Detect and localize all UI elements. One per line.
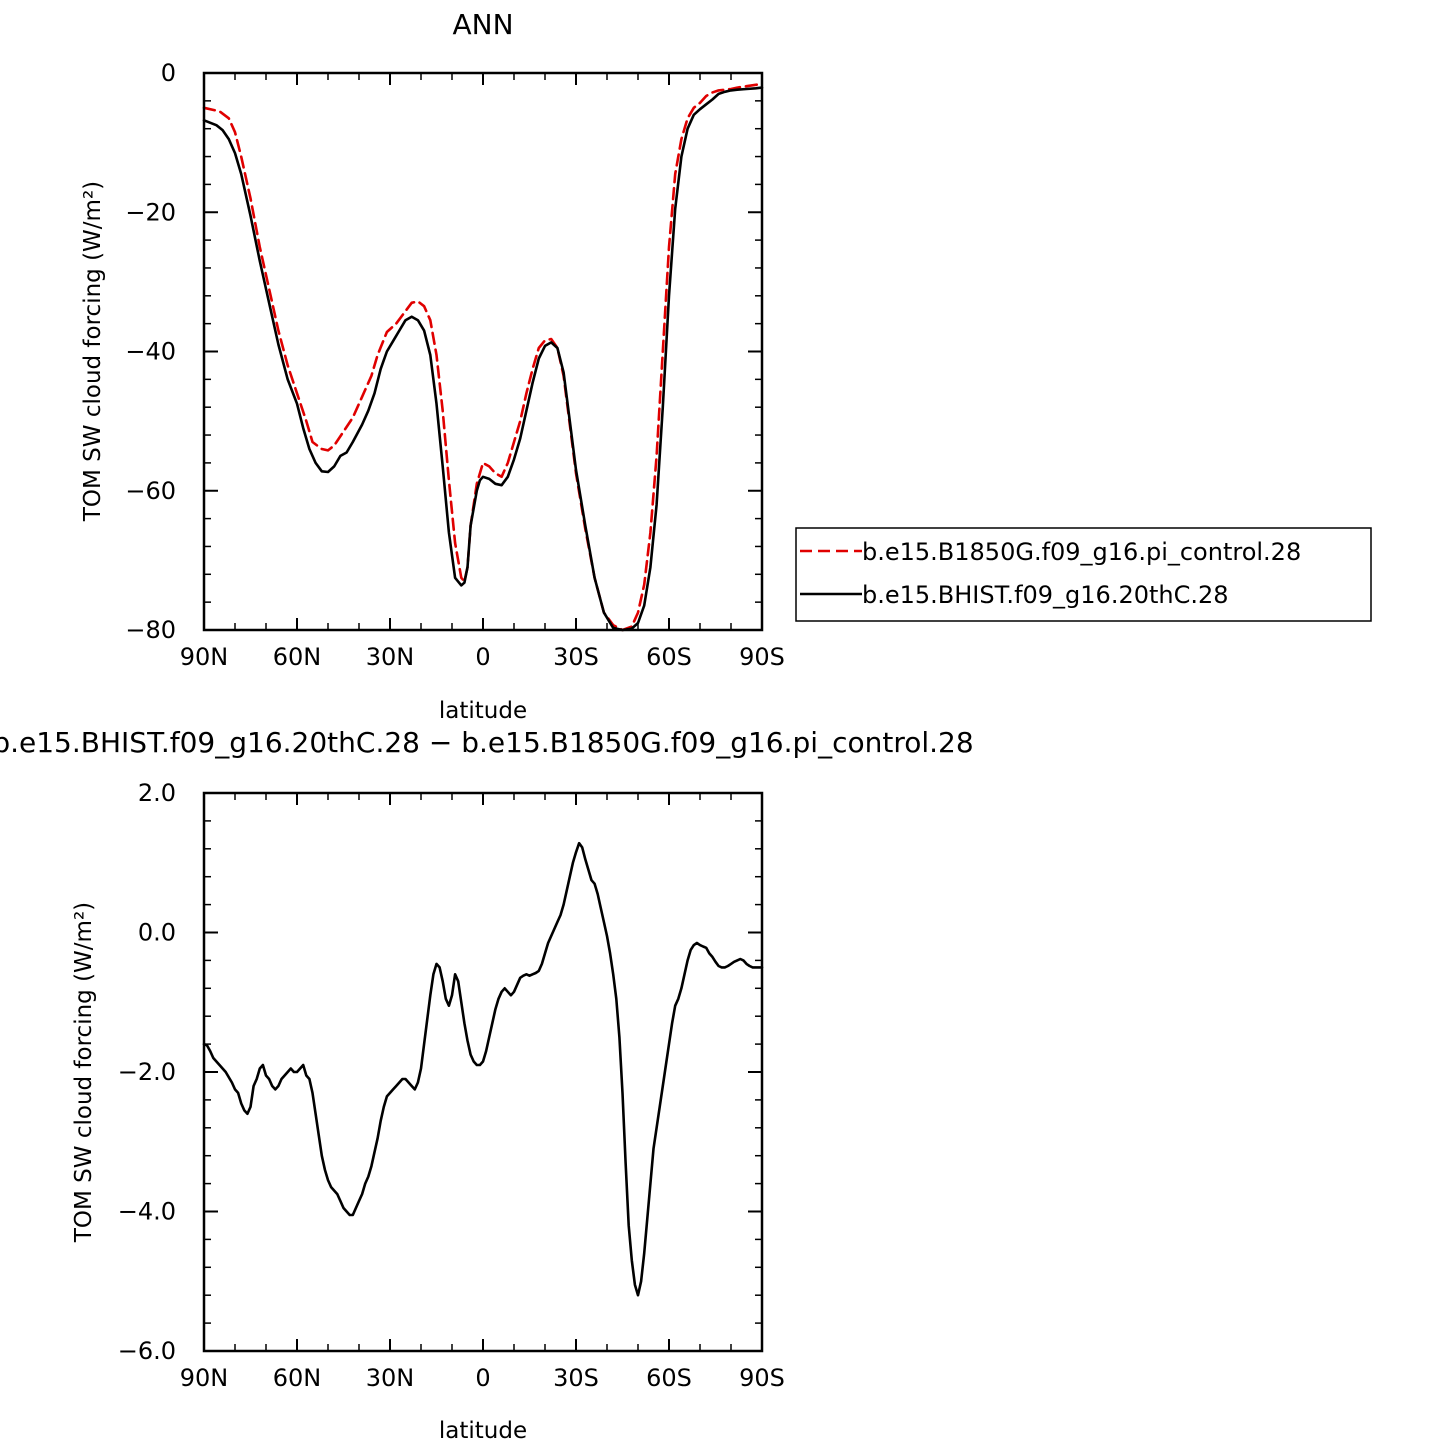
legend-label-pi-control: b.e15.B1850G.f09_g16.pi_control.28 bbox=[862, 538, 1301, 566]
x-tick-label: 90S bbox=[739, 643, 785, 671]
x-tick-label: 30N bbox=[366, 1364, 415, 1392]
y-tick-label: 0 bbox=[161, 59, 176, 87]
chart-panel-bottom: b.e15.BHIST.f09_g16.20thC.28 − b.e15.B18… bbox=[0, 726, 974, 1444]
x-tick-label: 60S bbox=[646, 1364, 692, 1392]
chart-title: b.e15.BHIST.f09_g16.20thC.28 − b.e15.B18… bbox=[0, 726, 974, 759]
axis-ticks: 90N 60N 30N 0 30S 60S 90S 2.0 0.0 −2.0 −4.0 −6.0 bbox=[118, 779, 785, 1392]
legend-box bbox=[795, 527, 1372, 622]
y-tick-label: −60 bbox=[125, 477, 176, 505]
x-tick-label: 30S bbox=[553, 643, 599, 671]
series-line-0 bbox=[202, 841, 764, 1297]
y-tick-label: −40 bbox=[125, 338, 176, 366]
x-tick-label: 0 bbox=[475, 643, 490, 671]
y-tick-label: −4.0 bbox=[118, 1198, 176, 1226]
x-tick-label: 90S bbox=[739, 1364, 785, 1392]
x-tick-label: 60N bbox=[273, 643, 322, 671]
series-line-1 bbox=[202, 86, 764, 632]
plot-frame bbox=[202, 791, 764, 1353]
legend-label-20thc: b.e15.BHIST.f09_g16.20thC.28 bbox=[862, 581, 1229, 609]
chart-panel-top: ANN TOM SW cloud forcing (W/m²) latitude… bbox=[80, 8, 785, 724]
x-axis-label: latitude bbox=[439, 1418, 527, 1444]
plot-lines bbox=[202, 841, 764, 1297]
plot-frame bbox=[202, 71, 764, 632]
x-tick-label: 90N bbox=[180, 1364, 229, 1392]
x-tick-label: 90N bbox=[180, 643, 229, 671]
x-tick-label: 60S bbox=[646, 643, 692, 671]
x-axis-label: latitude bbox=[439, 698, 527, 724]
plot-lines bbox=[202, 82, 764, 632]
y-axis-label: TOM SW cloud forcing (W/m²) bbox=[71, 902, 97, 1243]
x-tick-label: 30S bbox=[553, 1364, 599, 1392]
y-tick-label: 0.0 bbox=[138, 919, 176, 947]
y-axis-label: TOM SW cloud forcing (W/m²) bbox=[80, 181, 106, 522]
x-tick-label: 60N bbox=[273, 1364, 322, 1392]
y-tick-label: −20 bbox=[125, 198, 176, 226]
axis-ticks: 90N 60N 30N 0 30S 60S 90S 0 −20 −40 −60 −80 bbox=[125, 59, 785, 671]
y-tick-label: 2.0 bbox=[138, 779, 176, 807]
y-tick-label: −6.0 bbox=[118, 1337, 176, 1365]
x-tick-label: 0 bbox=[475, 1364, 490, 1392]
y-tick-label: −2.0 bbox=[118, 1058, 176, 1086]
chart-title: ANN bbox=[452, 8, 513, 41]
x-tick-label: 30N bbox=[366, 643, 415, 671]
series-line-0 bbox=[202, 82, 764, 632]
legend: b.e15.B1850G.f09_g16.pi_control.28 b.e15… bbox=[795, 527, 1372, 622]
y-tick-label: −80 bbox=[125, 616, 176, 644]
